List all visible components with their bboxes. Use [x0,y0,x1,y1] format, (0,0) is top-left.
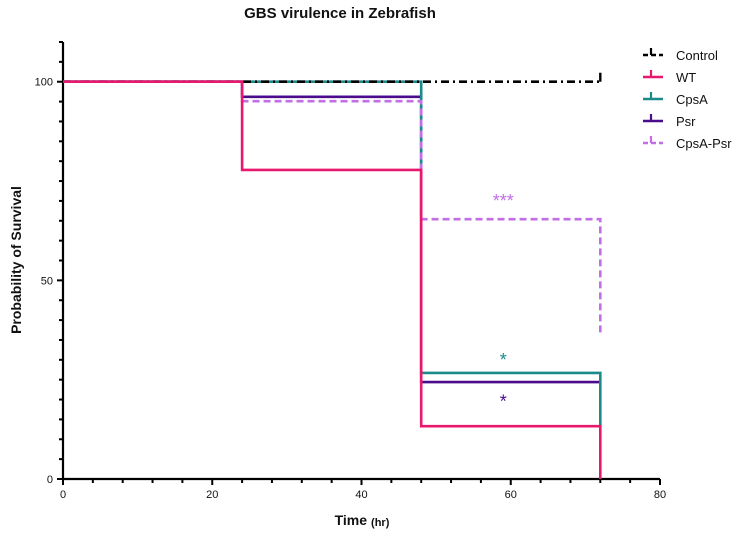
series-cpsa [63,80,602,427]
survival-curve-cpsa-psr [63,80,602,334]
x-axis-label: Time (hr) [335,512,390,529]
x-tick-label: 40 [355,489,367,501]
legend-item-wt: WT [643,70,696,85]
legend-label: Psr [676,114,696,129]
legend-label: Control [676,48,718,63]
x-axis-unit: (hr) [371,517,390,529]
axes: 0 20 40 60 80 0 50 100 [35,41,666,501]
significance-marker: * [500,391,507,411]
y-tick-label: 100 [35,77,53,89]
x-tick-label: 80 [654,489,666,501]
x-axis-label-text: Time [335,512,368,528]
legend-item-control: Control [643,48,718,63]
y-tick-label: 0 [47,474,53,486]
legend-label: CpsA-Psr [676,136,732,151]
legend-item-cpsa: CpsA [643,92,708,107]
series-control [63,72,602,84]
survival-curve-wt [63,80,602,479]
significance-annotations: ***** [493,191,514,412]
y-axis-label: Probability of Survival [8,186,24,334]
legend-item-psr: Psr [643,114,696,129]
series-layer [63,72,602,479]
legend-label: WT [676,70,696,85]
y-tick-label: 50 [41,275,53,287]
legend-label: CpsA [676,92,708,107]
legend: Control WT CpsA Psr CpsA-Psr [643,48,732,151]
survival-curve-cpsa [63,80,602,427]
survival-curve-psr [63,80,601,384]
series-psr [63,80,602,384]
x-tick-label: 20 [206,489,218,501]
x-tick-label: 0 [60,489,66,501]
significance-marker: *** [493,191,514,211]
series-cpsa-psr [63,80,602,334]
series-wt [63,80,602,479]
chart-title: GBS virulence in Zebrafish [244,5,436,22]
x-tick-label: 60 [505,489,517,501]
significance-marker: * [500,350,507,370]
legend-item-cpsa-psr: CpsA-Psr [643,136,732,151]
